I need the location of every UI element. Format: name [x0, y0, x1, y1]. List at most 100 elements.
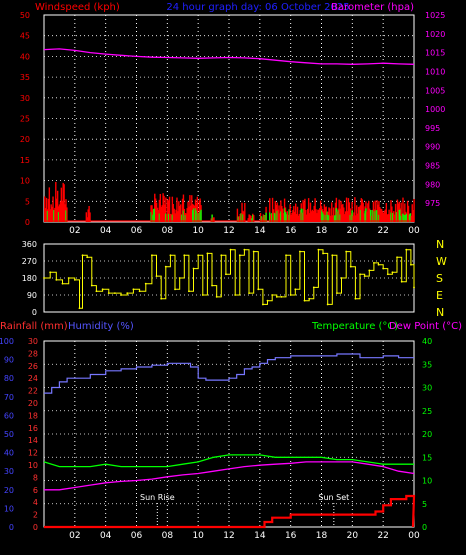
- wind-bar: [345, 197, 348, 222]
- wind-bar: [159, 193, 162, 222]
- wind-bar: [271, 197, 274, 222]
- wind-bar: [50, 204, 52, 222]
- barometer-y-tick: 1000: [425, 105, 445, 114]
- wind-avg-bar: [302, 208, 304, 222]
- direction-point: [155, 275, 158, 278]
- wind-bar: [236, 208, 239, 222]
- wind-bar: [355, 215, 357, 222]
- wind-bar: [393, 211, 395, 222]
- direction-point: [331, 254, 334, 257]
- wind-bar: [167, 200, 170, 222]
- wind-bar: [388, 209, 390, 222]
- wind-bar: [183, 208, 186, 222]
- wind-avg-bar: [192, 208, 195, 222]
- windspeed-title: Windspeed (kph): [35, 2, 120, 13]
- direction-point: [234, 294, 237, 296]
- wind-bar: [174, 213, 176, 222]
- wind-bar: [301, 212, 303, 222]
- wind-bar: [367, 203, 369, 222]
- direction-point: [349, 265, 352, 268]
- barometer-y-tick: 1025: [425, 11, 445, 20]
- temp-y-tick: 40: [422, 337, 432, 346]
- wind-bar: [44, 196, 46, 222]
- wind-y-tick: 45: [20, 32, 30, 41]
- wind-bar: [157, 210, 160, 222]
- barometer-y-tick: 990: [425, 143, 440, 152]
- wind-bar: [332, 207, 335, 222]
- sun-marker-label: Sun Set: [318, 493, 349, 502]
- wind-bar: [295, 214, 298, 222]
- wind-bar: [47, 198, 50, 222]
- direction-point: [368, 269, 371, 272]
- humidity-line: [44, 353, 414, 394]
- wind-bar: [262, 214, 265, 222]
- wind-bar: [279, 213, 281, 222]
- wind-avg-bar: [408, 214, 411, 222]
- wind-bar: [85, 212, 88, 222]
- wind-bar: [162, 193, 164, 222]
- wind-bar: [294, 211, 296, 222]
- rain-y-tick: 12: [28, 449, 38, 458]
- temperature-line: [43, 454, 414, 468]
- wind-bar: [286, 211, 289, 222]
- wind-avg-bar: [335, 208, 338, 222]
- wind-bar: [347, 198, 350, 222]
- wind-bar: [179, 205, 181, 222]
- direction-point: [303, 299, 306, 302]
- wind-bar: [289, 204, 291, 222]
- direction-point: [49, 271, 52, 274]
- wind-bar: [173, 208, 175, 222]
- direction-point: [144, 282, 147, 285]
- temp-x-tick: 12: [223, 531, 234, 541]
- wind-avg-bar: [404, 214, 406, 222]
- direction-compass-label: S: [436, 272, 443, 285]
- humidity-y-tick: 30: [4, 467, 14, 476]
- wind-bar: [382, 213, 385, 222]
- humidity-y-tick: 60: [4, 411, 14, 420]
- wind-avg-bar: [373, 211, 376, 222]
- wind-bar: [291, 212, 293, 222]
- wind-avg-bar: [333, 215, 336, 222]
- wind-bar: [244, 202, 246, 222]
- direction-point: [359, 273, 361, 276]
- wind-bar: [269, 198, 271, 222]
- wind-avg-bar: [269, 212, 271, 222]
- wind-avg-bar: [405, 213, 408, 222]
- wind-bar: [319, 200, 322, 222]
- wind-bar: [334, 202, 337, 222]
- wind-bar: [264, 215, 266, 222]
- wind-avg-bar: [153, 208, 155, 222]
- wind-bar: [378, 201, 380, 222]
- barometer-line: [43, 48, 415, 65]
- wind-x-tick: 04: [100, 226, 112, 236]
- wind-bar: [290, 214, 292, 222]
- wind-bar: [58, 204, 61, 222]
- wind-bar: [344, 211, 347, 222]
- direction-compass-label: W: [436, 255, 447, 268]
- wind-bar: [86, 217, 88, 222]
- temp-x-tick: 14: [254, 531, 266, 541]
- wind-bar: [168, 196, 171, 222]
- wind-x-tick: 02: [69, 226, 80, 236]
- wind-bar: [390, 200, 392, 222]
- wind-avg-bar: [284, 212, 287, 222]
- wind-avg-bar: [364, 210, 366, 222]
- dewpoint-title: Dew Point (°C): [389, 321, 462, 332]
- wind-avg-bar: [398, 209, 400, 222]
- wind-avg-bar: [158, 213, 161, 222]
- direction-point: [206, 252, 209, 255]
- temp-x-tick: 20: [347, 531, 359, 541]
- wind-avg-bar: [283, 208, 286, 222]
- wind-y-tick: 40: [20, 52, 30, 61]
- wind-bar: [249, 215, 251, 222]
- wind-avg-bar: [349, 215, 351, 222]
- wind-avg-bar: [242, 214, 244, 222]
- direction-point: [336, 292, 338, 295]
- direction-point: [114, 292, 116, 295]
- wind-bar: [379, 207, 381, 222]
- wind-bar: [346, 211, 349, 222]
- wind-avg-bar: [263, 214, 265, 222]
- wind-bar: [310, 211, 313, 222]
